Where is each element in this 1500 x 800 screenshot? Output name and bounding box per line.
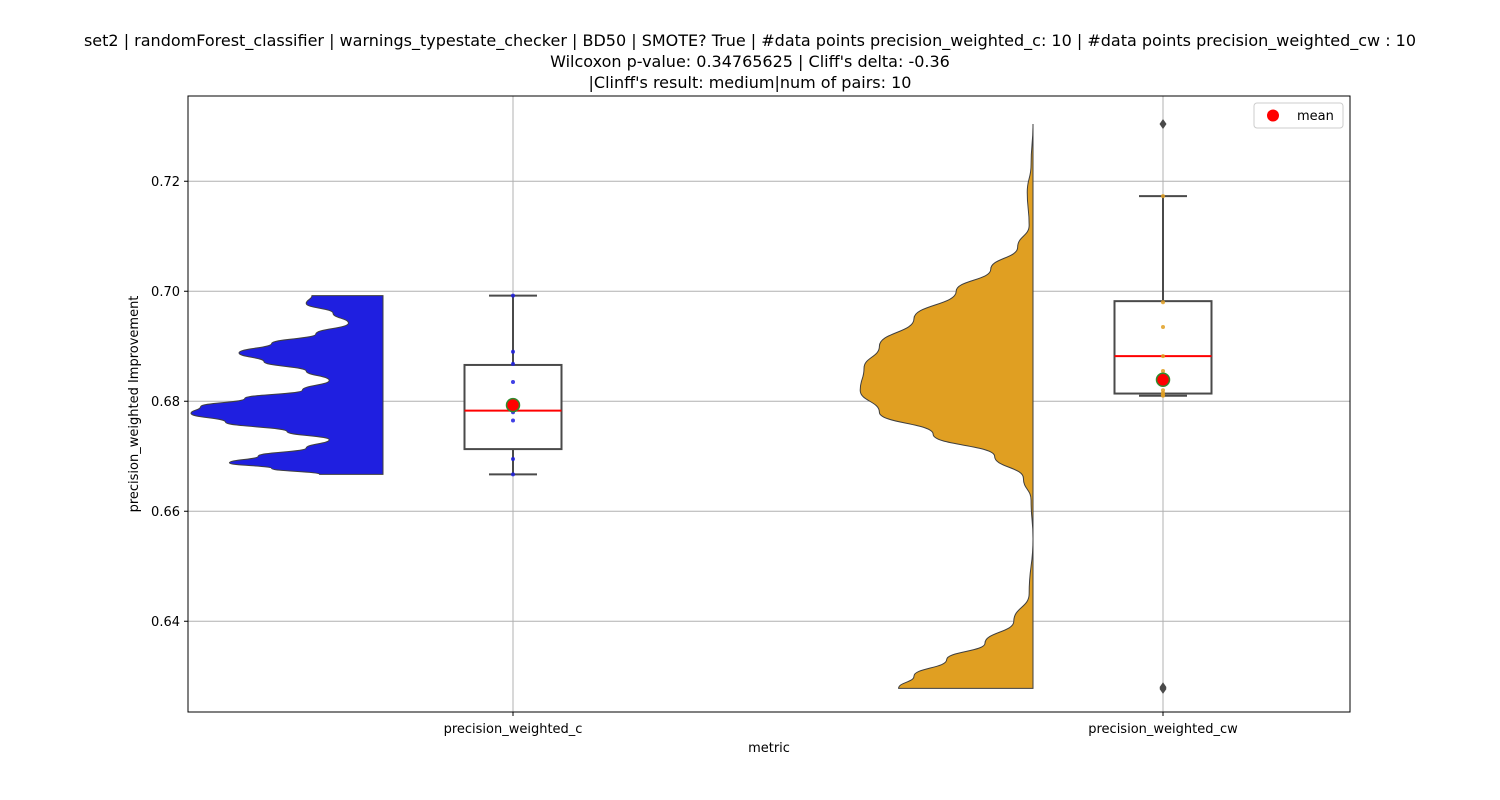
- data-point: [511, 472, 515, 477]
- mean-marker: [505, 397, 521, 413]
- y-axis-label: precision_weighted Improvement: [127, 296, 142, 513]
- violin-layer: [190, 124, 1034, 689]
- tick-layer: 0.64 0.66 0.68 0.70 0.72 precision_weighted_c…: [151, 175, 1238, 737]
- data-point: [1161, 369, 1165, 373]
- legend: mean: [1253, 102, 1344, 129]
- legend-mean-label: mean: [1297, 109, 1334, 124]
- data-point: [511, 349, 515, 354]
- data-point: [511, 380, 515, 384]
- y-tick-label: 0.70: [151, 285, 180, 300]
- data-point: [511, 293, 515, 298]
- plot-frame: [187, 95, 1351, 713]
- box-layer: [463, 195, 1213, 476]
- data-point: [511, 418, 515, 423]
- y-tick-label: 0.72: [151, 175, 180, 190]
- x-axis-label: metric: [748, 741, 790, 756]
- point-layer: [505, 119, 1171, 694]
- data-point: [1161, 325, 1165, 329]
- data-point: [1161, 388, 1165, 393]
- chart-title-line-2: Wilcoxon p-value: 0.34765625 | Cliff's d…: [550, 52, 950, 71]
- y-tick-label: 0.64: [151, 615, 180, 630]
- data-point: [1161, 354, 1165, 359]
- violin-precision_weighted_c: [190, 295, 384, 475]
- legend-box: [1253, 102, 1344, 129]
- x-tick-label: precision_weighted_cw: [1088, 722, 1238, 737]
- chart-title-line-1: set2 | randomForest_classifier | warning…: [83, 31, 1417, 50]
- data-point: [1161, 391, 1165, 395]
- legend-mean-marker: [1267, 109, 1279, 122]
- y-tick-label: 0.66: [151, 505, 180, 520]
- data-point: [1161, 194, 1165, 199]
- y-tick-label: 0.68: [151, 395, 180, 410]
- chart-title-line-3: |Clinff's result: medium|num of pairs: 1…: [588, 73, 912, 92]
- outlier-marker: [1159, 683, 1167, 694]
- violin-precision_weighted_cw: [859, 124, 1034, 689]
- x-tick-label: precision_weighted_c: [444, 722, 583, 737]
- outlier-marker: [1159, 119, 1167, 130]
- data-point: [511, 457, 515, 461]
- data-point: [511, 361, 515, 366]
- mean-marker: [1155, 372, 1171, 388]
- data-point: [1161, 300, 1165, 305]
